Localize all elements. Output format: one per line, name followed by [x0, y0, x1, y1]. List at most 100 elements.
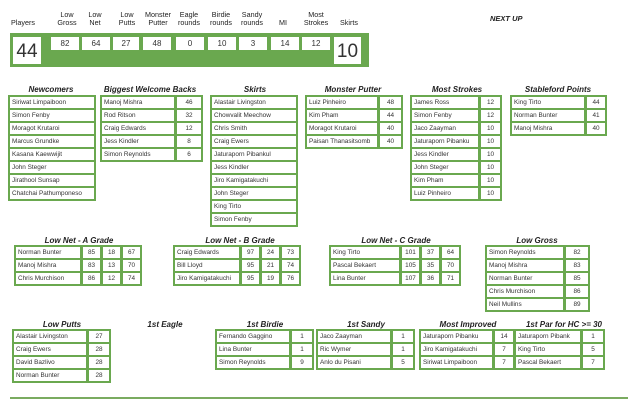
value-cell: 10 — [481, 123, 500, 134]
table-row: Ric Wymer 1 — [318, 344, 413, 355]
value-cell: 44 — [380, 110, 401, 121]
player-name-cell: Lina Bunter — [331, 273, 399, 284]
value-cell: 95 — [242, 260, 259, 271]
section-title-low-gross: Low Gross — [516, 236, 558, 245]
player-name-cell: King Tirto — [331, 247, 399, 258]
value-cell: 36 — [422, 273, 439, 284]
table-row: Jess Kindler 8 — [102, 136, 201, 147]
value-cell: 12 — [481, 110, 500, 121]
section-title-newcomers: Newcomers — [28, 85, 74, 94]
monster-putter-table: Luiz Pinheiro 48 Kim Pham 44 Moragot Krutaro… — [305, 95, 403, 149]
table-row: Manoj Mishra 83 13 70 — [16, 260, 140, 271]
value-cell: 73 — [282, 247, 299, 258]
table-row: Moragot Krutaroi — [10, 123, 94, 134]
table-row: Jaturaporn Pibankul — [212, 149, 296, 160]
section-title-first-par-hc30: 1st Par for HC >= 30 — [525, 320, 603, 329]
skirts-table: Alastair Livingston Chowvalit Meechow Chri… — [210, 95, 298, 227]
value-cell: 70 — [123, 260, 140, 271]
player-name-cell: Luiz Pinheiro — [412, 188, 478, 199]
stats-bar: 44 82 64 27 48 0 10 3 14 12 10 — [10, 33, 369, 67]
player-name-cell: Norman Bunter — [487, 273, 563, 284]
value-cell: 74 — [123, 273, 140, 284]
player-name-cell: Pascal Bekaert — [331, 260, 399, 271]
value-cell: 21 — [262, 260, 279, 271]
table-row: Jirathool Sunsap — [10, 175, 94, 186]
table-row: Manoj Mishra 83 — [487, 260, 588, 271]
table-row: Luiz Pinheiro 10 — [412, 188, 500, 199]
value-cell: 97 — [242, 247, 259, 258]
player-name-cell: King Tirto — [512, 97, 584, 108]
value-cell: 48 — [380, 97, 401, 108]
player-name-cell: Manoj Mishra — [16, 260, 80, 271]
player-name-cell: Chris Smith — [212, 123, 296, 134]
value-cell: 1 — [583, 331, 603, 342]
first-par-hc30-table: Jaturaporn Pibank 1 King Tirto 5 Pascal Beka… — [514, 329, 605, 370]
table-row: Simon Fenby — [10, 110, 94, 121]
table-row: Jess Kindler — [212, 162, 296, 173]
most-improved-table: Jaturaporn Pibanku 14 Jiro Kamigatakuchi 7 S… — [419, 329, 515, 370]
player-name-cell: John Steger — [10, 162, 94, 173]
value-cell: 101 — [402, 247, 419, 258]
player-name-cell: Manoj Mishra — [487, 260, 563, 271]
player-name-cell: Simon Reynolds — [217, 357, 289, 368]
player-name-cell: Craig Ewers — [14, 344, 86, 355]
table-row: Marcus Grundke — [10, 136, 94, 147]
section-title-stableford: Stableford Points — [524, 85, 592, 94]
section-title-welcome-backs: Biggest Welcome Backs — [103, 85, 197, 94]
table-row: Simon Reynolds 6 — [102, 149, 201, 160]
table-row: Jiro Kamigatakuchi — [212, 175, 296, 186]
table-row: Simon Reynolds 9 — [217, 357, 312, 368]
table-row: Pascal Bekaert 105 35 70 — [331, 260, 459, 271]
value-cell: 71 — [442, 273, 459, 284]
value-cell: 1 — [292, 344, 312, 355]
stat-label-eagle-rounds: Eagle rounds — [178, 10, 200, 27]
value-cell: 40 — [380, 123, 401, 134]
section-title-most-improved: Most Improved — [439, 320, 497, 329]
player-name-cell: Bill Lloyd — [175, 260, 239, 271]
table-row: King Tirto — [212, 201, 296, 212]
table-row: Jaturaporn Pibanku 10 — [412, 136, 500, 147]
player-name-cell: Siriwat Limpaiboon — [10, 97, 94, 108]
stat-label-most-strokes: Most Strokes — [303, 10, 329, 27]
table-row: Chris Murchison 86 12 74 — [16, 273, 140, 284]
first-sandy-table: Jaco Zaayman 1 Ric Wymer 1 Anlo du Pisani 5 — [316, 329, 415, 370]
player-name-cell: Norman Bunter — [14, 370, 86, 381]
table-row: Norman Bunter 28 — [14, 370, 109, 381]
table-row: Chris Murchison 86 — [487, 286, 588, 297]
stat-value-players: 44 — [13, 37, 41, 64]
table-row: Manoj Mishra 40 — [512, 123, 605, 134]
next-up-label: NEXT UP — [490, 14, 523, 23]
value-cell: 107 — [402, 273, 419, 284]
value-cell: 9 — [292, 357, 312, 368]
player-name-cell: Jaturaporn Pibanku — [412, 136, 478, 147]
player-name-cell: Jess Kindler — [212, 162, 296, 173]
section-title-low-net-a: Low Net - A Grade — [44, 236, 114, 245]
player-name-cell: John Steger — [212, 188, 296, 199]
table-row: Siriwat Limpaiboon 7 — [421, 357, 513, 368]
table-row: Simon Fenby — [212, 214, 296, 225]
player-name-cell: Chatchai Pathumponeso — [10, 188, 94, 199]
table-row: Luiz Pinheiro 48 — [307, 97, 401, 108]
value-cell: 95 — [242, 273, 259, 284]
value-cell: 74 — [282, 260, 299, 271]
player-name-cell: Pascal Bekaert — [516, 357, 580, 368]
table-row: Kim Pham 10 — [412, 175, 500, 186]
table-row: Fernando Gaggino 1 — [217, 331, 312, 342]
value-cell: 12 — [103, 273, 120, 284]
table-row: Craig Edwards 97 24 73 — [175, 247, 299, 258]
table-row: Craig Ewers — [212, 136, 296, 147]
value-cell: 28 — [89, 357, 109, 368]
section-title-skirts: Skirts — [243, 85, 267, 94]
bottom-divider — [10, 397, 628, 399]
player-name-cell: Jiro Kamigatakuchi — [212, 175, 296, 186]
table-row: Lina Bunter 107 36 71 — [331, 273, 459, 284]
value-cell: 28 — [89, 370, 109, 381]
player-name-cell: Jaco Zaayman — [318, 331, 390, 342]
player-name-cell: King Tirto — [516, 344, 580, 355]
value-cell: 18 — [103, 247, 120, 258]
value-cell: 37 — [422, 247, 439, 258]
player-name-cell: Jiro Kamigatakuchi — [175, 273, 239, 284]
low-gross-table: Simon Reynolds 82 Manoj Mishra 83 Norman Bun… — [485, 245, 590, 312]
stat-value-low-gross: 82 — [51, 37, 79, 50]
value-cell: 35 — [422, 260, 439, 271]
